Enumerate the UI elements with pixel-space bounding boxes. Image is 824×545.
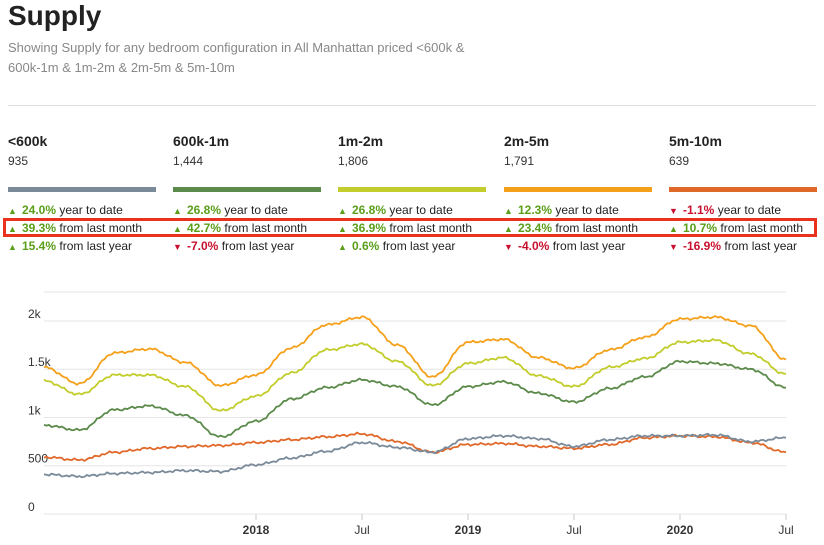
stat-value: 23.4% bbox=[518, 221, 553, 235]
segment-count: 1,444 bbox=[173, 154, 204, 168]
stat-label: year to date bbox=[56, 203, 123, 217]
x-tick-label: Jul bbox=[354, 523, 369, 537]
series-line bbox=[43, 359, 786, 438]
stat-value: 24.0% bbox=[22, 203, 57, 217]
series-line bbox=[43, 315, 787, 387]
segment-name: <600k bbox=[8, 133, 48, 149]
x-tick-label: Jul bbox=[566, 523, 581, 537]
down-arrow-icon: ▼ bbox=[173, 242, 182, 252]
series-line bbox=[43, 432, 787, 479]
up-arrow-icon: ▲ bbox=[338, 242, 347, 252]
stat-mom: ▲ 10.7% from last month bbox=[669, 221, 803, 235]
stat-value: 15.4% bbox=[22, 239, 57, 253]
segment-color-bar bbox=[669, 187, 817, 192]
stat-yoy: ▲ 15.4% from last year bbox=[8, 239, 132, 253]
segment-name: 2m-5m bbox=[504, 133, 550, 149]
stat-label: year to date bbox=[386, 203, 453, 217]
up-arrow-icon: ▲ bbox=[8, 206, 17, 216]
segment-name: 5m-10m bbox=[669, 133, 722, 149]
stat-label: from last month bbox=[56, 221, 143, 235]
up-arrow-icon: ▲ bbox=[173, 224, 182, 234]
segment-color-bar bbox=[504, 187, 652, 192]
stat-value: 42.7% bbox=[187, 221, 222, 235]
stat-label: from last month bbox=[221, 221, 308, 235]
x-tick-label: 2019 bbox=[455, 523, 482, 537]
segment-column: 2m-5m 1,791 ▲ 12.3% year to date ▲ 23.4% from… bbox=[504, 133, 654, 253]
segment-color-bar bbox=[8, 187, 156, 192]
segment-count: 935 bbox=[8, 154, 29, 168]
x-tick-label: Jul bbox=[778, 523, 793, 537]
stat-mom: ▲ 23.4% from last month bbox=[504, 221, 638, 235]
stat-label: from last month bbox=[717, 221, 804, 235]
stat-ytd: ▲ 26.8% year to date bbox=[173, 203, 288, 217]
stat-value: -1.1% bbox=[683, 203, 715, 217]
segment-column: 1m-2m 1,806 ▲ 26.8% year to date ▲ 36.9% from… bbox=[338, 133, 488, 253]
stat-value: -4.0% bbox=[518, 239, 550, 253]
stat-ytd: ▲ 24.0% year to date bbox=[8, 203, 123, 217]
segment-count: 639 bbox=[669, 154, 690, 168]
stat-label: from last year bbox=[549, 239, 626, 253]
stat-value: 12.3% bbox=[518, 203, 553, 217]
stat-label: from last year bbox=[379, 239, 456, 253]
segment-count: 1,791 bbox=[504, 154, 535, 168]
up-arrow-icon: ▲ bbox=[504, 206, 513, 216]
series-line bbox=[43, 338, 787, 412]
up-arrow-icon: ▲ bbox=[504, 224, 513, 234]
stat-value: 26.8% bbox=[187, 203, 222, 217]
y-tick-label: 2k bbox=[28, 307, 42, 321]
stat-label: from last year bbox=[721, 239, 798, 253]
stat-value: 10.7% bbox=[683, 221, 718, 235]
up-arrow-icon: ▲ bbox=[8, 224, 17, 234]
segment-name: 1m-2m bbox=[338, 133, 384, 149]
stat-label: from last year bbox=[56, 239, 133, 253]
page-subtitle: Showing Supply for any bedroom configura… bbox=[8, 40, 465, 75]
segment-color-bar bbox=[173, 187, 321, 192]
stat-value: 39.3% bbox=[22, 221, 57, 235]
stat-value: 26.8% bbox=[352, 203, 387, 217]
stat-label: year to date bbox=[552, 203, 619, 217]
stat-label: from last year bbox=[218, 239, 295, 253]
header-divider bbox=[8, 105, 816, 106]
up-arrow-icon: ▲ bbox=[669, 224, 678, 234]
stat-value: -16.9% bbox=[683, 239, 722, 253]
stat-label: from last month bbox=[386, 221, 473, 235]
x-tick-label: 2018 bbox=[243, 523, 270, 537]
stat-mom: ▲ 42.7% from last month bbox=[173, 221, 307, 235]
down-arrow-icon: ▼ bbox=[669, 242, 678, 252]
stat-value: -7.0% bbox=[187, 239, 219, 253]
stat-yoy: ▲ 0.6% from last year bbox=[338, 239, 455, 253]
up-arrow-icon: ▲ bbox=[173, 206, 182, 216]
stat-label: year to date bbox=[221, 203, 288, 217]
stat-mom: ▲ 36.9% from last month bbox=[338, 221, 472, 235]
segment-column: 600k-1m 1,444 ▲ 26.8% year to date ▲ 42.7% fr… bbox=[173, 133, 323, 253]
stat-ytd: ▲ 26.8% year to date bbox=[338, 203, 453, 217]
stat-value: 0.6% bbox=[352, 239, 380, 253]
y-tick-label: 500 bbox=[28, 452, 48, 466]
stat-yoy: ▼ -7.0% from last year bbox=[173, 239, 294, 253]
stat-label: from last month bbox=[552, 221, 639, 235]
stat-yoy: ▼ -4.0% from last year bbox=[504, 239, 625, 253]
segment-column: <600k 935 ▲ 24.0% year to date ▲ 39.3% from l… bbox=[8, 133, 158, 253]
segment-color-bar bbox=[338, 187, 486, 192]
down-arrow-icon: ▼ bbox=[504, 242, 513, 252]
stat-ytd: ▼ -1.1% year to date bbox=[669, 203, 781, 217]
stat-ytd: ▲ 12.3% year to date bbox=[504, 203, 619, 217]
stat-yoy: ▼ -16.9% from last year bbox=[669, 239, 797, 253]
stat-label: year to date bbox=[714, 203, 782, 217]
segment-column: 5m-10m 639 ▼ -1.1% year to date ▲ 10.7% from … bbox=[669, 133, 819, 253]
segment-count: 1,806 bbox=[338, 154, 369, 168]
y-tick-label: 0 bbox=[28, 500, 35, 514]
month-over-month-highlight-box bbox=[3, 218, 817, 237]
x-tick-label: 2020 bbox=[667, 523, 694, 537]
stat-mom: ▲ 39.3% from last month bbox=[8, 221, 142, 235]
down-arrow-icon: ▼ bbox=[669, 206, 678, 216]
page-title: Supply bbox=[8, 0, 102, 31]
up-arrow-icon: ▲ bbox=[338, 224, 347, 234]
stat-value: 36.9% bbox=[352, 221, 387, 235]
up-arrow-icon: ▲ bbox=[338, 206, 347, 216]
y-tick-label: 1k bbox=[28, 403, 42, 417]
segment-name: 600k-1m bbox=[173, 133, 230, 149]
up-arrow-icon: ▲ bbox=[8, 242, 17, 252]
